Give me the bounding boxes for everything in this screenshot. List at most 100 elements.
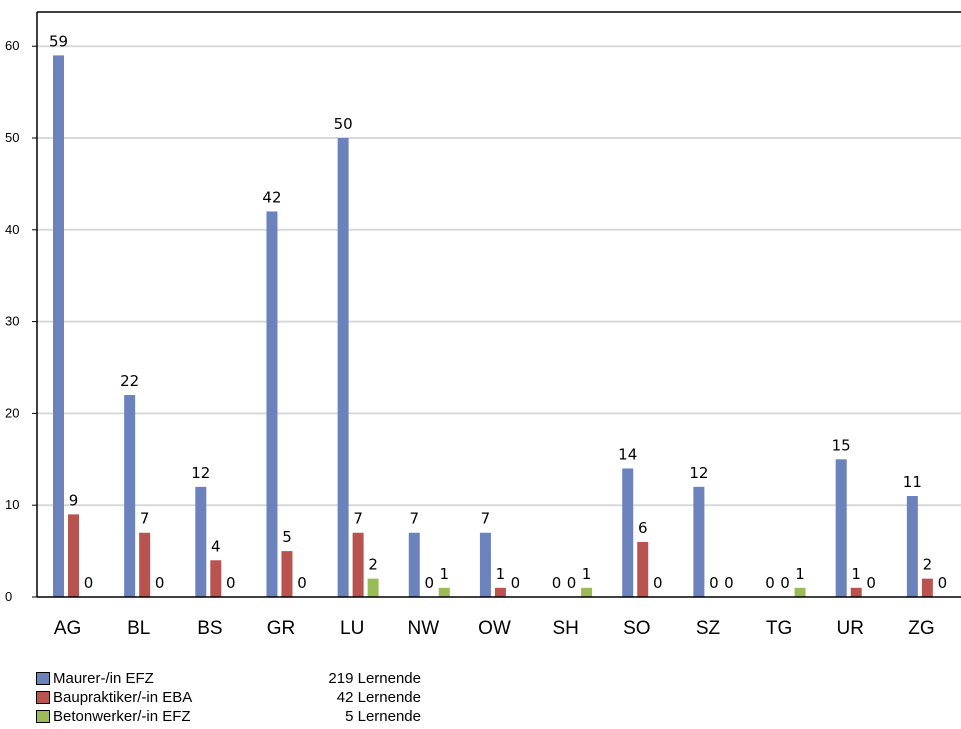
data-label: 7 — [481, 510, 491, 528]
data-label: 7 — [353, 510, 363, 528]
data-label: 42 — [262, 188, 281, 206]
data-label: 0 — [938, 574, 948, 592]
data-label: 0 — [866, 574, 876, 592]
data-label: 2 — [368, 556, 378, 574]
bar — [850, 587, 862, 597]
bar — [139, 532, 151, 597]
x-tick-label: TG — [766, 618, 792, 639]
bar — [210, 560, 222, 597]
data-label: 0 — [297, 574, 307, 592]
data-label: 0 — [552, 574, 562, 592]
bar — [921, 578, 933, 597]
x-tick-label: UR — [837, 618, 864, 639]
legend-label: Maurer-/in EFZ — [53, 670, 154, 687]
bar — [53, 55, 64, 597]
data-label: 15 — [832, 436, 851, 454]
bar — [906, 496, 918, 597]
data-label: 12 — [191, 464, 210, 482]
x-tick-label: GR — [267, 618, 296, 639]
y-tick-label: 50 — [5, 130, 19, 145]
bar — [68, 514, 79, 597]
data-label: 1 — [851, 565, 861, 583]
x-tick-label: ZG — [908, 618, 934, 639]
bar — [352, 532, 364, 597]
legend-label: Betonwerker/-in EFZ — [53, 708, 191, 725]
legend-item-betonwerker: Betonwerker/-in EFZ 5 Lernende — [36, 708, 436, 727]
y-tick-label: 20 — [5, 405, 19, 420]
legend-total: 42 Lernende — [336, 689, 421, 706]
data-label: 0 — [724, 574, 734, 592]
legend-total: 219 Lernende — [328, 670, 421, 687]
data-label: 50 — [334, 115, 353, 133]
data-label: 1 — [795, 565, 805, 583]
data-label: 0 — [709, 574, 719, 592]
bar — [281, 551, 293, 597]
legend-swatch — [36, 691, 50, 704]
x-axis-ticks: AG BL BS GR LU NW OW SH SO SZ TG UR ZG — [54, 618, 935, 639]
y-tick-label: 0 — [5, 589, 12, 604]
x-tick-label: AG — [54, 618, 81, 639]
data-label: 0 — [765, 574, 775, 592]
x-tick-label: NW — [408, 618, 440, 639]
bar — [124, 395, 136, 597]
x-tick-label: LU — [340, 618, 364, 639]
data-label: 22 — [120, 372, 139, 390]
data-label: 0 — [226, 574, 236, 592]
x-tick-label: SH — [552, 618, 578, 639]
bar — [581, 587, 593, 597]
bar — [438, 587, 450, 597]
bar — [266, 211, 278, 597]
bar — [622, 468, 634, 597]
bar — [367, 578, 379, 597]
data-label: 2 — [923, 556, 933, 574]
x-tick-label: SO — [623, 618, 650, 639]
data-label: 11 — [903, 473, 922, 491]
bar — [835, 459, 847, 597]
data-label: 0 — [567, 574, 577, 592]
y-tick-label: 30 — [5, 314, 19, 329]
data-label: 7 — [140, 510, 150, 528]
data-label: 7 — [409, 510, 419, 528]
data-label: 0 — [84, 574, 94, 592]
data-label: 14 — [618, 445, 637, 463]
gridlines — [37, 45, 961, 507]
bar — [408, 532, 420, 597]
x-tick-label: OW — [478, 618, 511, 639]
plot-frame — [32, 11, 961, 598]
y-tick-label: 10 — [5, 497, 19, 512]
data-label: 1 — [439, 565, 449, 583]
x-tick-label: BL — [127, 618, 150, 639]
bar — [337, 138, 349, 597]
data-label: 0 — [155, 574, 165, 592]
x-tick-label: BS — [197, 618, 222, 639]
data-label: 6 — [638, 519, 648, 537]
legend: Maurer-/in EFZ 219 Lernende Baupraktiker… — [36, 670, 436, 727]
legend-item-baupraktiker: Baupraktiker/-in EBA 42 Lernende — [36, 689, 436, 708]
data-label: 9 — [69, 491, 79, 509]
data-label: 0 — [780, 574, 790, 592]
bar — [195, 486, 207, 597]
bar — [637, 541, 649, 597]
data-label: 0 — [424, 574, 434, 592]
data-label: 1 — [496, 565, 506, 583]
y-tick-label: 60 — [5, 38, 19, 53]
legend-swatch — [36, 672, 50, 685]
bar — [693, 486, 705, 597]
bars — [53, 55, 933, 597]
x-tick-label: SZ — [696, 618, 721, 639]
bar — [794, 587, 806, 597]
data-label: 5 — [282, 528, 292, 546]
data-label: 0 — [511, 574, 521, 592]
legend-label: Baupraktiker/-in EBA — [53, 689, 193, 706]
data-label: 59 — [49, 32, 68, 50]
data-label: 4 — [211, 537, 221, 555]
legend-swatch — [36, 710, 50, 723]
data-label: 1 — [582, 565, 592, 583]
y-tick-label: 40 — [5, 222, 19, 237]
legend-total: 5 Lernende — [345, 708, 421, 725]
data-label: 12 — [689, 464, 708, 482]
legend-item-maurer: Maurer-/in EFZ 219 Lernende — [36, 670, 436, 689]
bar — [494, 587, 506, 597]
